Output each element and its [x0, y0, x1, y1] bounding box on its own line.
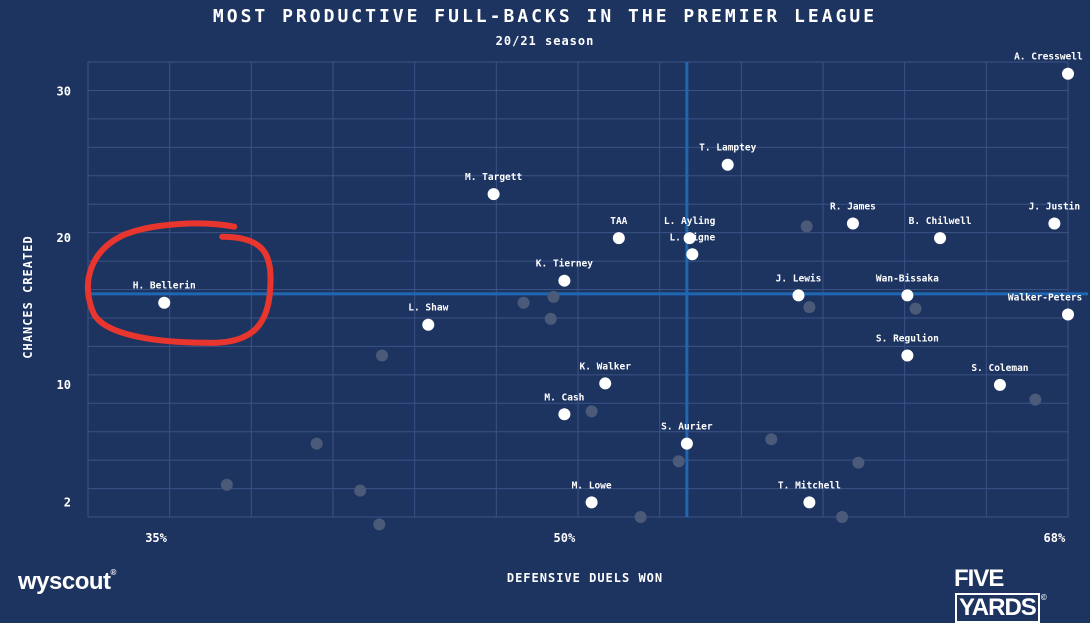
- player-label: M. Lowe: [572, 480, 612, 491]
- player-point: [612, 232, 625, 245]
- copyright-mark: ©: [1040, 593, 1047, 602]
- y-tick-label: 30: [57, 84, 71, 98]
- player-label: S. Regulion: [876, 334, 939, 345]
- player-point: [683, 232, 696, 245]
- player-labels-layer: A. Cresswell T. Lamptey M. Targett R. James…: [133, 52, 1083, 492]
- player-label: T. Mitchell: [778, 480, 841, 491]
- player-point: [721, 158, 734, 171]
- player-point: [599, 377, 612, 390]
- player-label: J. Lewis: [776, 273, 822, 284]
- other-player-point: [672, 455, 685, 468]
- other-player-point: [1029, 393, 1042, 406]
- registered-mark: ®: [110, 568, 117, 577]
- player-point: [585, 496, 598, 509]
- player-point: [901, 289, 914, 302]
- player-point: [1062, 67, 1074, 80]
- other-players-layer: [220, 220, 1042, 531]
- player-label: R. James: [830, 201, 876, 212]
- other-player-point: [585, 405, 598, 418]
- other-player-point: [354, 484, 367, 497]
- other-player-point: [544, 312, 557, 325]
- fiveyards-logo-text-a: FIVE: [954, 565, 1004, 592]
- other-player-point: [909, 302, 922, 315]
- player-label: J. Justin: [1029, 201, 1080, 212]
- wyscout-logo: wyscout®: [18, 568, 116, 596]
- player-point: [558, 408, 571, 421]
- player-point: [792, 289, 805, 302]
- player-label: H. Bellerin: [133, 281, 196, 292]
- grid-lines: [87, 61, 1069, 518]
- fiveyards-logo: FIVEYARDS ©: [954, 565, 1090, 623]
- player-label: Wan-Bissaka: [876, 273, 939, 284]
- player-point: [422, 318, 435, 331]
- other-player-point: [376, 349, 388, 362]
- x-tick-label: 68%: [1044, 531, 1066, 545]
- player-point: [803, 496, 816, 509]
- scatter-plot: A. Cresswell T. Lamptey M. Targett R. James…: [57, 52, 1088, 545]
- player-label: S. Coleman: [971, 363, 1028, 374]
- other-player-point: [765, 433, 778, 446]
- player-point: [1048, 217, 1061, 230]
- player-point: [558, 274, 571, 287]
- player-point: [993, 378, 1006, 391]
- axis-ticks-layer: 35% 50% 68% 2 10 20 30: [57, 84, 1066, 545]
- player-label: S. Aurier: [661, 422, 713, 433]
- chart-subtitle: 20/21 season: [495, 34, 595, 48]
- x-axis-label: DEFENSIVE DUELS WON: [506, 571, 664, 585]
- annotation-circle: [84, 220, 274, 346]
- other-player-point: [220, 478, 233, 491]
- x-tick-label: 35%: [145, 531, 167, 545]
- y-tick-label: 2: [64, 495, 71, 509]
- player-label: M. Cash: [544, 392, 584, 403]
- other-player-point: [852, 456, 865, 469]
- y-tick-label: 10: [57, 378, 71, 392]
- other-player-point: [803, 301, 816, 314]
- player-point: [158, 296, 171, 309]
- player-label: T. Lamptey: [699, 143, 756, 154]
- y-axis-label: CHANCES CREATED: [21, 235, 35, 359]
- other-player-point: [517, 296, 530, 309]
- player-label: L. Ayling: [664, 216, 716, 227]
- y-tick-label: 20: [57, 231, 71, 245]
- labeled-players-layer: [158, 67, 1074, 509]
- player-label: L. Shaw: [408, 303, 448, 314]
- other-player-point: [836, 511, 849, 523]
- other-player-point: [634, 511, 647, 523]
- player-label: K. Tierney: [536, 259, 593, 270]
- player-point: [686, 248, 699, 261]
- player-label: TAA: [610, 216, 627, 227]
- player-point: [487, 188, 500, 201]
- player-label: L. Digne: [669, 232, 715, 243]
- other-player-point: [373, 518, 386, 531]
- player-label: K. Walker: [579, 361, 631, 372]
- other-player-point: [547, 290, 560, 303]
- fiveyards-logo-text-b: YARDS: [955, 593, 1040, 623]
- x-tick-label: 50%: [554, 531, 576, 545]
- player-label: Walker-Peters: [1008, 292, 1082, 303]
- wyscout-logo-text: wyscout: [18, 568, 111, 595]
- player-label: B. Chilwell: [909, 216, 972, 227]
- player-label: M. Targett: [465, 172, 522, 183]
- other-player-point: [800, 220, 813, 233]
- player-point: [1062, 308, 1074, 321]
- player-point: [934, 232, 947, 245]
- player-label: A. Cresswell: [1014, 52, 1083, 63]
- player-point: [680, 437, 693, 450]
- player-point: [846, 217, 859, 230]
- annotation-layer: [84, 220, 274, 346]
- other-player-point: [310, 437, 323, 450]
- chart-title: MOST PRODUCTIVE FULL-BACKS IN THE PREMIE…: [212, 6, 878, 27]
- player-point: [901, 349, 914, 362]
